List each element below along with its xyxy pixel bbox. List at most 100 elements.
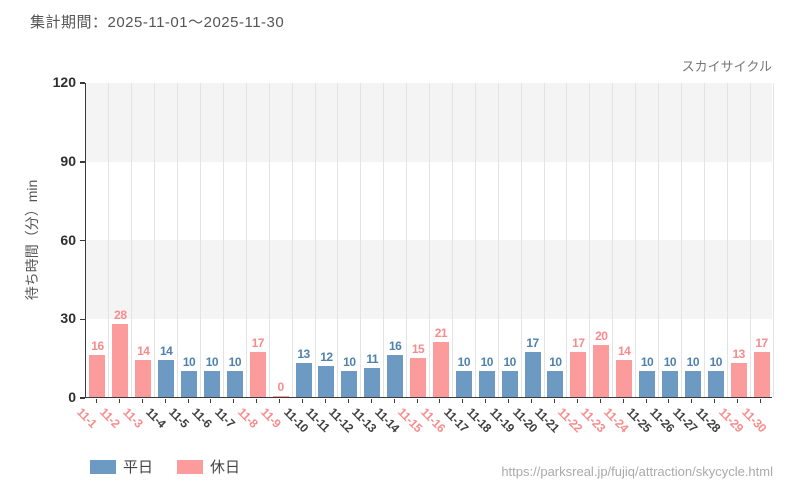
bar-value-11-29: 13: [732, 346, 745, 361]
legend-item-holiday: 休日: [177, 456, 240, 477]
x-label-11-23: 11-23: [578, 405, 609, 436]
x-label-11-10: 11-10: [280, 405, 311, 436]
bar-11-3: [135, 360, 152, 397]
x-tick-11-23: [599, 399, 601, 403]
bar-value-11-25: 10: [640, 354, 654, 369]
x-label-11-25: 11-25: [624, 405, 655, 436]
bar-11-25: [639, 370, 656, 397]
bar-11-15: [410, 357, 427, 397]
x-label-11-28: 11-28: [692, 405, 723, 436]
y-tick-30: [80, 318, 85, 320]
y-tick-0: [80, 397, 85, 399]
bar-value-11-26: 10: [663, 354, 677, 369]
source-url: https://parksreal.jp/fujiq/attraction/sk…: [501, 464, 773, 479]
x-tick-11-27: [691, 399, 693, 403]
bar-value-11-17: 10: [457, 354, 471, 369]
legend-swatch-holiday: [177, 459, 204, 474]
x-tick-11-10: [302, 399, 304, 403]
bar-11-7: [226, 370, 243, 397]
x-tick-11-29: [737, 399, 739, 403]
y-tick-60: [80, 239, 85, 242]
x-tick-11-4: [164, 399, 166, 403]
plot-area: 16 28 14 14 10 10 10 17 0 13 12 10 11 16 15 21 10 10 10 17 1…: [85, 83, 774, 398]
bar-11-11: [318, 365, 335, 397]
bar-11-18: [478, 370, 495, 397]
bar-11-10: [295, 362, 312, 397]
x-tick-11-2: [118, 399, 120, 403]
bar-value-11-19: 10: [503, 354, 516, 369]
legend-swatch-weekday: [90, 459, 116, 474]
bar-value-11-22: 17: [572, 336, 585, 351]
vertical-gridline: [245, 83, 247, 397]
vertical-gridline: [543, 83, 545, 397]
bar-value-11-30: 17: [755, 336, 768, 351]
bar-11-24: [616, 360, 633, 397]
vertical-gridline: [154, 83, 156, 397]
bar-11-14: [387, 355, 404, 397]
y-tick-90: [80, 161, 85, 163]
bar-value-11-18: 10: [480, 354, 494, 369]
bar-value-11-1: 16: [91, 339, 104, 353]
x-label-11-11: 11-11: [303, 405, 334, 435]
vertical-gridline: [360, 83, 362, 397]
vertical-gridline: [268, 83, 270, 397]
bar-11-12: [341, 370, 358, 397]
vertical-gridline: [589, 83, 591, 397]
bar-value-11-28: 10: [709, 354, 723, 369]
x-label-11-22: 11-22: [555, 405, 586, 436]
x-tick-11-6: [210, 399, 212, 403]
x-tick-11-28: [714, 399, 716, 403]
x-label-11-1: 11-1: [74, 405, 101, 431]
x-tick-11-22: [576, 399, 578, 403]
x-label-11-5: 11-5: [166, 405, 192, 431]
vertical-gridline: [131, 83, 133, 397]
bar-value-11-9: 0: [277, 380, 285, 394]
x-label-11-30: 11-30: [738, 405, 769, 436]
x-label-11-3: 11-3: [120, 405, 146, 431]
x-tick-11-11: [324, 399, 326, 403]
bar-value-11-4: 14: [159, 344, 173, 359]
x-tick-11-16: [439, 399, 441, 403]
x-label-11-16: 11-16: [418, 405, 449, 436]
x-label-11-8: 11-8: [234, 405, 261, 431]
vertical-gridline: [383, 83, 385, 397]
bar-value-11-15: 15: [411, 341, 425, 356]
bar-value-11-24: 14: [617, 344, 631, 359]
x-tick-11-15: [416, 399, 418, 403]
bar-value-11-16: 21: [434, 325, 448, 340]
x-label-11-6: 11-6: [189, 405, 215, 431]
x-label-11-13: 11-13: [349, 405, 380, 436]
bar-11-29: [730, 362, 747, 397]
vertical-gridline: [612, 83, 614, 397]
x-tick-11-5: [187, 399, 189, 403]
bar-11-17: [455, 370, 472, 397]
bar-value-11-10: 13: [297, 346, 310, 361]
x-tick-11-13: [370, 399, 372, 403]
vertical-gridline: [406, 83, 408, 397]
bar-11-21: [547, 370, 564, 397]
vertical-gridline: [658, 83, 659, 397]
vertical-gridline: [703, 83, 705, 397]
x-label-11-24: 11-24: [601, 405, 632, 436]
x-tick-11-26: [668, 399, 670, 403]
vertical-gridline: [200, 83, 201, 397]
x-tick-11-14: [393, 399, 395, 403]
x-label-11-2: 11-2: [97, 405, 124, 431]
bar-11-27: [684, 370, 701, 397]
bar-11-13: [364, 368, 381, 397]
bar-value-11-2: 28: [114, 307, 127, 322]
x-tick-11-25: [645, 399, 647, 403]
bar-11-2: [112, 323, 129, 397]
bar-value-11-7: 10: [228, 354, 242, 369]
vertical-gridline: [635, 83, 637, 397]
bar-value-11-11: 12: [320, 349, 333, 364]
vertical-gridline: [177, 83, 179, 397]
x-label-11-21: 11-21: [532, 405, 563, 436]
x-tick-11-3: [141, 399, 143, 403]
bar-value-11-13: 11: [366, 352, 379, 367]
vertical-gridline: [108, 83, 110, 397]
vertical-gridline: [314, 83, 316, 397]
vertical-gridline: [749, 83, 751, 397]
bar-11-6: [203, 370, 220, 397]
